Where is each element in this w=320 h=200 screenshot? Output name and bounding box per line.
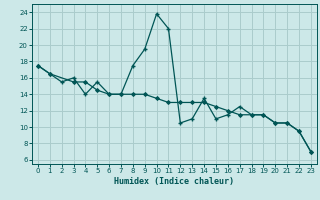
X-axis label: Humidex (Indice chaleur): Humidex (Indice chaleur) [115, 177, 234, 186]
